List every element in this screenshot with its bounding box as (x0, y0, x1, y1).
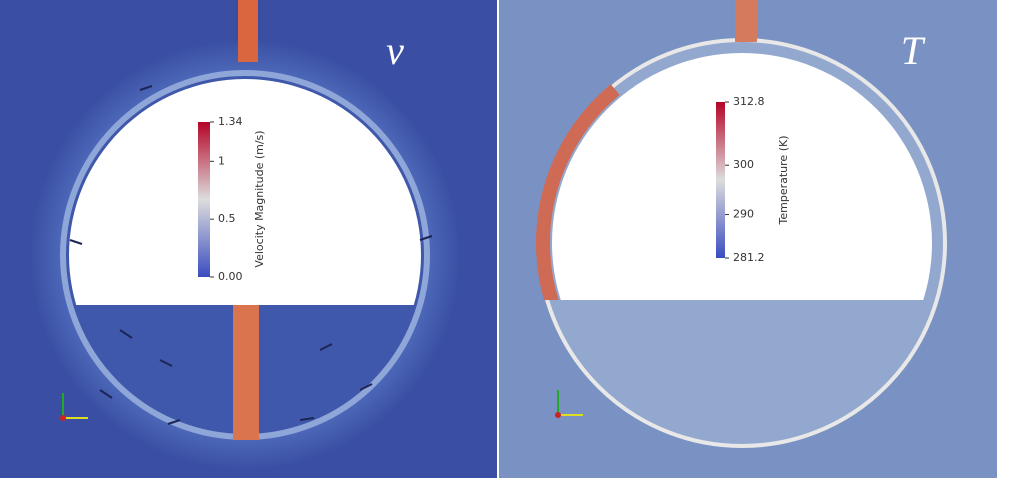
colorbar-tick-label: 1 (218, 154, 225, 167)
colorbar-title: Temperature (K) (777, 136, 790, 226)
jet-bottom (233, 305, 259, 440)
colorbar-tick-label: 281.2 (733, 251, 765, 264)
hot-wall (536, 37, 948, 300)
colorbar-tick-label: 312.8 (733, 95, 765, 108)
inlet (735, 0, 757, 42)
axis-triad (555, 390, 583, 418)
colorbar-tick-label: 290 (733, 208, 754, 221)
vectors (69, 85, 433, 425)
colorbar (198, 122, 210, 277)
gas-region (69, 79, 421, 305)
temperature-panel: T Temperature (K) (499, 0, 997, 478)
gas-region (552, 53, 932, 300)
colorbar-tick-label: 0.5 (218, 212, 236, 225)
velocity-panel: v Velocity Magnitude (m/s) (0, 0, 497, 478)
colorbar (716, 102, 725, 258)
colorbar-tick-label: 1.34 (218, 115, 243, 128)
axis-triad (60, 393, 88, 421)
colorbar-title: Velocity Magnitude (m/s) (253, 130, 266, 267)
colorbar-tick-label: 0.00 (218, 270, 243, 283)
jet-top (238, 0, 258, 62)
panel-label: v (386, 28, 404, 73)
colorbar-tick-label: 300 (733, 158, 754, 171)
panel-label: T (901, 28, 926, 73)
